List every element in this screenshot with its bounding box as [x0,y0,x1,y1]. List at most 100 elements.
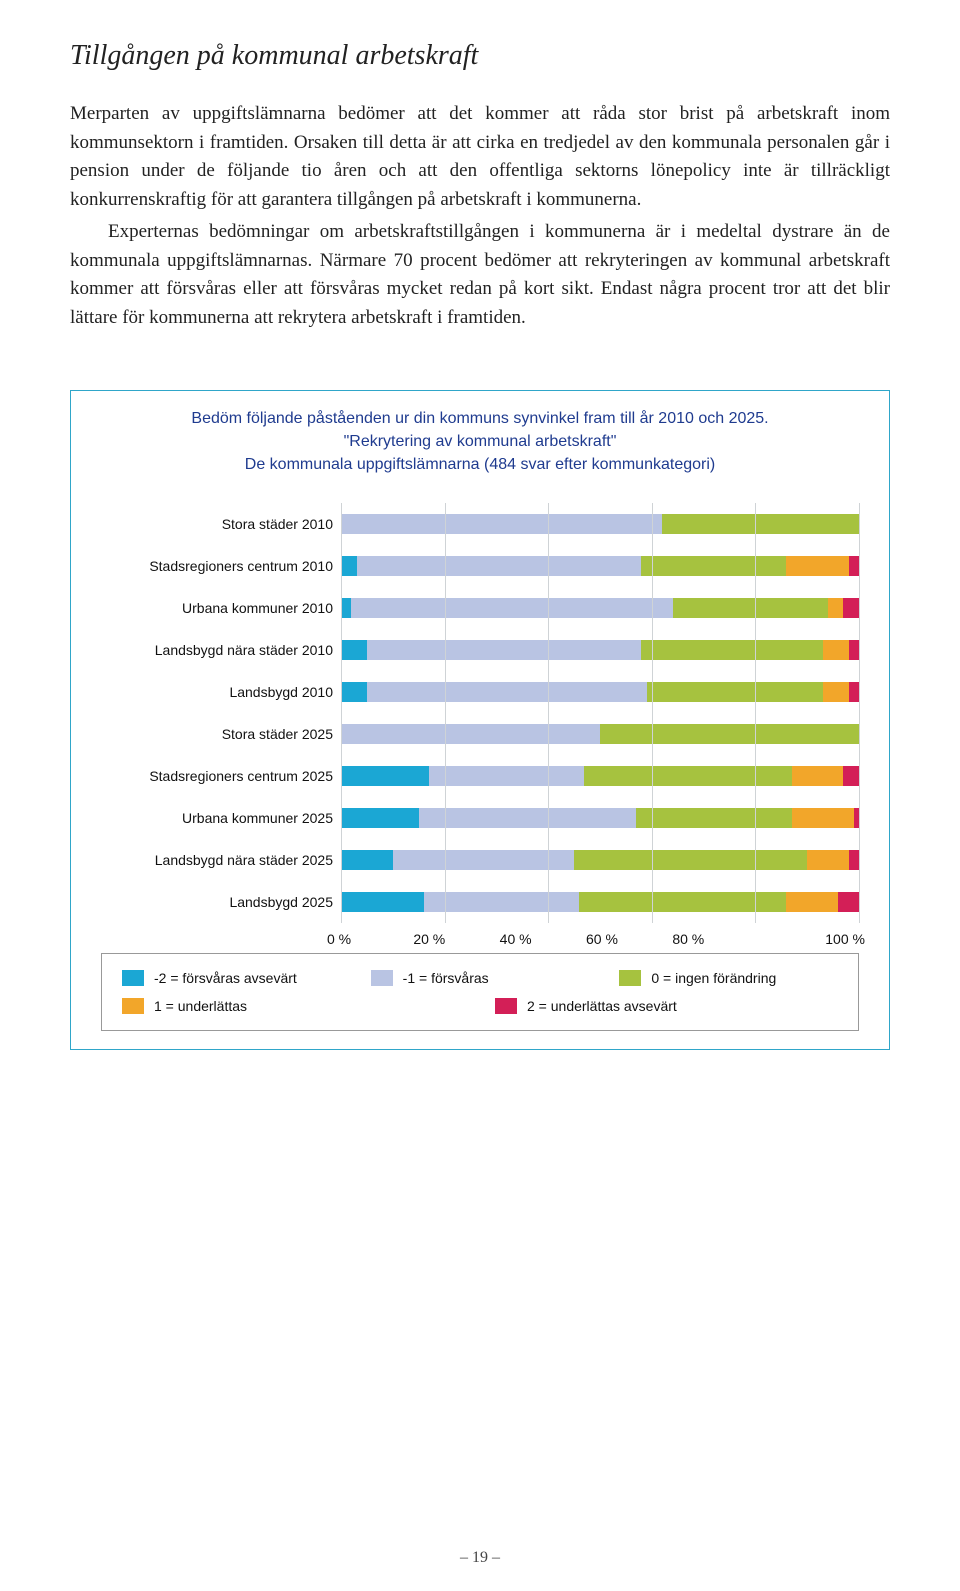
stacked-bar [341,850,859,870]
legend-swatch [619,970,641,986]
chart-title-line1: Bedöm följande påståenden ur din kommuns… [101,407,859,430]
bar-segment [636,808,791,828]
legend-label: 1 = underlättas [154,998,247,1014]
stacked-bar [341,724,859,744]
bar-segment [424,892,579,912]
stacked-bar [341,808,859,828]
stacked-bar [341,556,859,576]
bar-row [341,629,859,671]
bar-segment [807,850,848,870]
bar-segment [574,850,807,870]
chart-container: Bedöm följande påståenden ur din kommuns… [70,390,890,1050]
bar-segment [429,766,584,786]
y-axis-label: Stora städer 2010 [101,503,341,545]
legend-label: 0 = ingen förändring [651,970,776,986]
chart-title-line3: De kommunala uppgiftslämnarna (484 svar … [101,453,859,476]
y-axis-label: Urbana kommuner 2025 [101,797,341,839]
y-axis-label: Landsbygd nära städer 2025 [101,839,341,881]
y-axis-label: Urbana kommuner 2010 [101,587,341,629]
bar-row [341,881,859,923]
legend-item: 1 = underlättas [122,998,465,1014]
bar-segment [662,514,859,534]
legend-swatch [122,998,144,1014]
y-axis-label: Landsbygd 2010 [101,671,341,713]
bar-segment [341,808,419,828]
bar-segment [341,514,662,534]
legend-label: -1 = försvåras [403,970,489,986]
gridline [859,503,860,923]
bar-segment [849,682,859,702]
bar-segment [843,766,859,786]
legend-item: 0 = ingen förändring [619,970,838,986]
bar-segment [838,892,859,912]
legend: -2 = försvåras avsevärt -1 = försvåras 0 =… [101,953,859,1031]
bar-row [341,839,859,881]
y-axis-label: Stadsregioners centrum 2010 [101,545,341,587]
bar-segment [828,598,844,618]
bar-segment [367,682,647,702]
bar-segment [341,640,367,660]
bar-row [341,755,859,797]
bar-segment [849,640,859,660]
bar-segment [641,640,822,660]
bar-row [341,587,859,629]
bar-segment [843,598,859,618]
bar-segment [357,556,642,576]
legend-item: -2 = försvåras avsevärt [122,970,341,986]
plot-area: Stora städer 2010Stadsregioners centrum … [101,495,859,923]
stacked-bar [341,598,859,618]
bar-row [341,713,859,755]
legend-swatch [495,998,517,1014]
bar-row [341,545,859,587]
paragraph-1: Merparten av uppgiftslämnarna bedömer at… [70,100,890,214]
bar-segment [341,682,367,702]
bar-row [341,671,859,713]
legend-label: -2 = försvåras avsevärt [154,970,297,986]
bar-segment [823,640,849,660]
bar-segment [823,682,849,702]
y-axis-label: Landsbygd 2025 [101,881,341,923]
bar-segment [584,766,791,786]
bar-segment [419,808,637,828]
bar-segment [673,598,828,618]
bar-segment [854,808,859,828]
bar-segment [341,724,600,744]
legend-row: 1 = underlättas 2 = underlättas avsevärt [122,998,838,1014]
bars [341,503,859,923]
y-axis-label: Stora städer 2025 [101,713,341,755]
section-heading: Tillgången på kommunal arbetskraft [70,40,890,72]
y-axis-label: Stadsregioners centrum 2025 [101,755,341,797]
bar-segment [341,598,351,618]
y-axis-label: Landsbygd nära städer 2010 [101,629,341,671]
bar-segment [341,556,357,576]
page-number: – 19 – [0,1549,960,1567]
legend-swatch [122,970,144,986]
bar-row [341,503,859,545]
body-text: Merparten av uppgiftslämnarna bedömer at… [70,100,890,332]
bars-column [341,495,859,923]
bar-segment [792,766,844,786]
bar-segment [579,892,786,912]
legend-swatch [371,970,393,986]
bar-segment [393,850,574,870]
bar-segment [600,724,859,744]
stacked-bar [341,766,859,786]
legend-item: -1 = försvåras [371,970,590,986]
bar-segment [849,850,859,870]
bar-segment [786,892,838,912]
bar-segment [341,892,424,912]
legend-item: 2 = underlättas avsevärt [495,998,838,1014]
chart-title-line2: "Rekrytering av kommunal arbetskraft" [101,430,859,453]
stacked-bar [341,682,859,702]
legend-label: 2 = underlättas avsevärt [527,998,677,1014]
stacked-bar [341,892,859,912]
bar-segment [792,808,854,828]
bar-segment [647,682,823,702]
bar-row [341,797,859,839]
legend-row: -2 = försvåras avsevärt -1 = försvåras 0 =… [122,970,838,986]
bar-segment [341,766,429,786]
bar-segment [367,640,642,660]
chart-title: Bedöm följande påståenden ur din kommuns… [101,407,859,477]
stacked-bar [341,514,859,534]
bar-segment [641,556,786,576]
